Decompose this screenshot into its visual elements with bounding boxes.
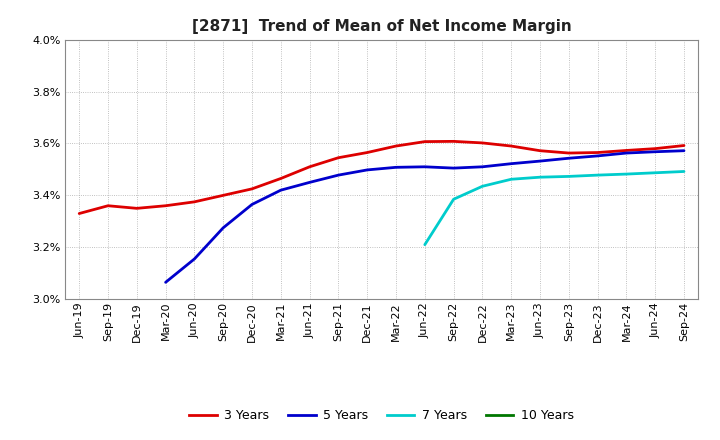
5 Years	[334, 172, 343, 178]
3 Years	[449, 139, 458, 144]
3 Years	[651, 146, 660, 151]
5 Years	[420, 164, 429, 169]
5 Years	[593, 153, 602, 158]
5 Years	[248, 202, 256, 207]
Line: 5 Years: 5 Years	[166, 151, 684, 282]
3 Years	[132, 205, 141, 211]
5 Years	[507, 161, 516, 166]
3 Years	[680, 143, 688, 148]
7 Years	[680, 169, 688, 174]
3 Years	[161, 203, 170, 209]
3 Years	[593, 150, 602, 155]
5 Years	[478, 164, 487, 169]
3 Years	[392, 143, 400, 149]
5 Years	[680, 148, 688, 154]
5 Years	[219, 225, 228, 231]
3 Years	[622, 148, 631, 153]
3 Years	[536, 148, 544, 154]
7 Years	[651, 170, 660, 176]
7 Years	[536, 175, 544, 180]
3 Years	[219, 193, 228, 198]
Line: 7 Years: 7 Years	[425, 172, 684, 245]
5 Years	[363, 167, 372, 172]
3 Years	[478, 140, 487, 146]
5 Years	[190, 257, 199, 262]
3 Years	[564, 150, 573, 156]
Line: 3 Years: 3 Years	[79, 141, 684, 213]
7 Years	[593, 172, 602, 178]
7 Years	[449, 197, 458, 202]
Title: [2871]  Trend of Mean of Net Income Margin: [2871] Trend of Mean of Net Income Margi…	[192, 19, 572, 34]
7 Years	[420, 242, 429, 247]
3 Years	[305, 164, 314, 169]
7 Years	[564, 174, 573, 179]
5 Years	[536, 158, 544, 164]
5 Years	[651, 149, 660, 154]
5 Years	[449, 165, 458, 171]
5 Years	[392, 165, 400, 170]
5 Years	[276, 187, 285, 193]
3 Years	[363, 150, 372, 155]
3 Years	[75, 211, 84, 216]
3 Years	[507, 143, 516, 149]
3 Years	[334, 155, 343, 160]
5 Years	[161, 280, 170, 285]
3 Years	[248, 186, 256, 191]
Legend: 3 Years, 5 Years, 7 Years, 10 Years: 3 Years, 5 Years, 7 Years, 10 Years	[184, 404, 579, 427]
3 Years	[420, 139, 429, 144]
5 Years	[564, 156, 573, 161]
3 Years	[276, 176, 285, 181]
7 Years	[622, 172, 631, 177]
3 Years	[190, 199, 199, 205]
7 Years	[478, 183, 487, 189]
5 Years	[305, 180, 314, 185]
7 Years	[507, 176, 516, 182]
3 Years	[104, 203, 112, 209]
5 Years	[622, 150, 631, 156]
